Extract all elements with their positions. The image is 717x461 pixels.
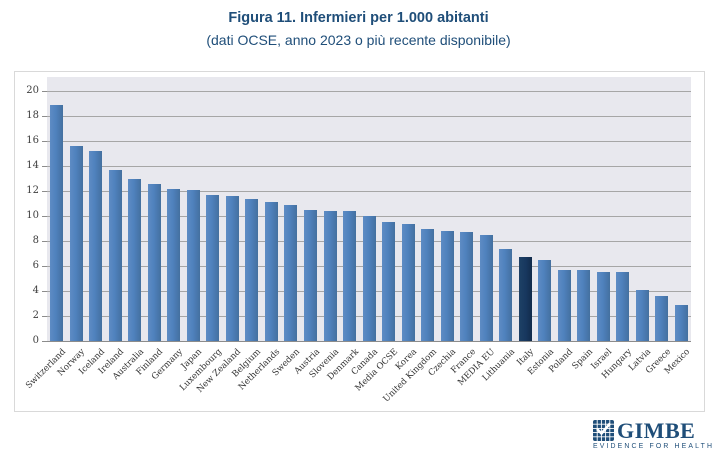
- y-axis-tick: [42, 141, 47, 142]
- y-tick-label: 10: [26, 210, 39, 221]
- bar-slovenia: [323, 211, 337, 341]
- bar-italy: [518, 257, 532, 342]
- gimbe-wordmark: GIMBE: [617, 418, 696, 443]
- y-tick-label: 2: [32, 310, 39, 321]
- gridline: [47, 166, 691, 167]
- y-axis-tick: [42, 266, 47, 267]
- bar-mexico: [674, 304, 688, 342]
- y-axis-tick: [42, 316, 47, 317]
- bar-israel: [596, 272, 610, 342]
- bar-belgium: [245, 198, 259, 341]
- gridline: [47, 191, 691, 192]
- bar-sweden: [284, 204, 298, 342]
- bar-france: [460, 232, 474, 341]
- bar-korea: [401, 223, 415, 341]
- gimbe-tagline: EVIDENCE FOR HEALTH: [593, 443, 715, 450]
- y-tick-label: 0: [32, 335, 39, 346]
- bar-iceland: [89, 151, 103, 341]
- bar-poland: [557, 269, 571, 342]
- y-tick-label: 16: [26, 135, 39, 146]
- bar-new-zealand: [225, 196, 239, 341]
- bar-hungary: [616, 272, 630, 342]
- y-tick-label: 12: [26, 185, 39, 196]
- y-axis-tick: [42, 241, 47, 242]
- bar-media-ocse: [382, 222, 395, 342]
- gridline: [47, 116, 691, 117]
- chart-subtitle: (dati OCSE, anno 2023 o più recente disp…: [206, 32, 511, 48]
- bar-japan: [186, 189, 200, 342]
- y-tick-label: 8: [32, 235, 39, 246]
- y-tick-label: 14: [26, 160, 39, 171]
- y-axis-tick: [42, 216, 47, 217]
- gimbe-mosaic-icon: [593, 420, 614, 441]
- bar-luxembourg: [206, 194, 220, 342]
- x-axis-line: [47, 341, 691, 342]
- bar-spain: [577, 269, 591, 342]
- y-tick-label: 18: [26, 110, 39, 121]
- gimbe-logo: GIMBE EVIDENCE FOR HEALTH: [593, 418, 715, 450]
- bar-denmark: [343, 211, 356, 341]
- bar-estonia: [538, 259, 552, 342]
- bar-germany: [167, 188, 181, 341]
- bar-media-eu: [479, 234, 493, 342]
- gridline: [47, 91, 691, 92]
- y-axis-tick: [42, 116, 47, 117]
- bar-finland: [147, 183, 161, 341]
- chart-frame: 0 2 4 6 8 10 12 14 16 18 20 Switzerland Norway Icelan…: [14, 71, 705, 412]
- y-tick-label: 6: [32, 260, 39, 271]
- bar-switzerland: [50, 104, 64, 341]
- bar-canada: [362, 216, 376, 341]
- bar-united-kingdom: [421, 228, 434, 341]
- bar-lithuania: [499, 248, 513, 341]
- bar-australia: [128, 178, 142, 341]
- bar-norway: [69, 146, 83, 341]
- bar-czechia: [440, 231, 454, 341]
- y-tick-label: 4: [32, 285, 39, 296]
- bar-netherlands: [264, 202, 278, 342]
- y-axis-tick: [42, 291, 47, 292]
- chart-title: Figura 11. Infermieri per 1.000 abitanti: [228, 10, 489, 26]
- bar-greece: [655, 296, 669, 341]
- bar-latvia: [635, 289, 649, 341]
- y-axis-tick: [42, 341, 47, 342]
- bar-ireland: [108, 169, 122, 342]
- gridline: [47, 141, 691, 142]
- y-axis-tick: [42, 166, 47, 167]
- y-axis-tick: [42, 191, 47, 192]
- bar-austria: [304, 209, 317, 342]
- y-tick-label: 20: [26, 85, 39, 96]
- y-axis-tick: [42, 91, 47, 92]
